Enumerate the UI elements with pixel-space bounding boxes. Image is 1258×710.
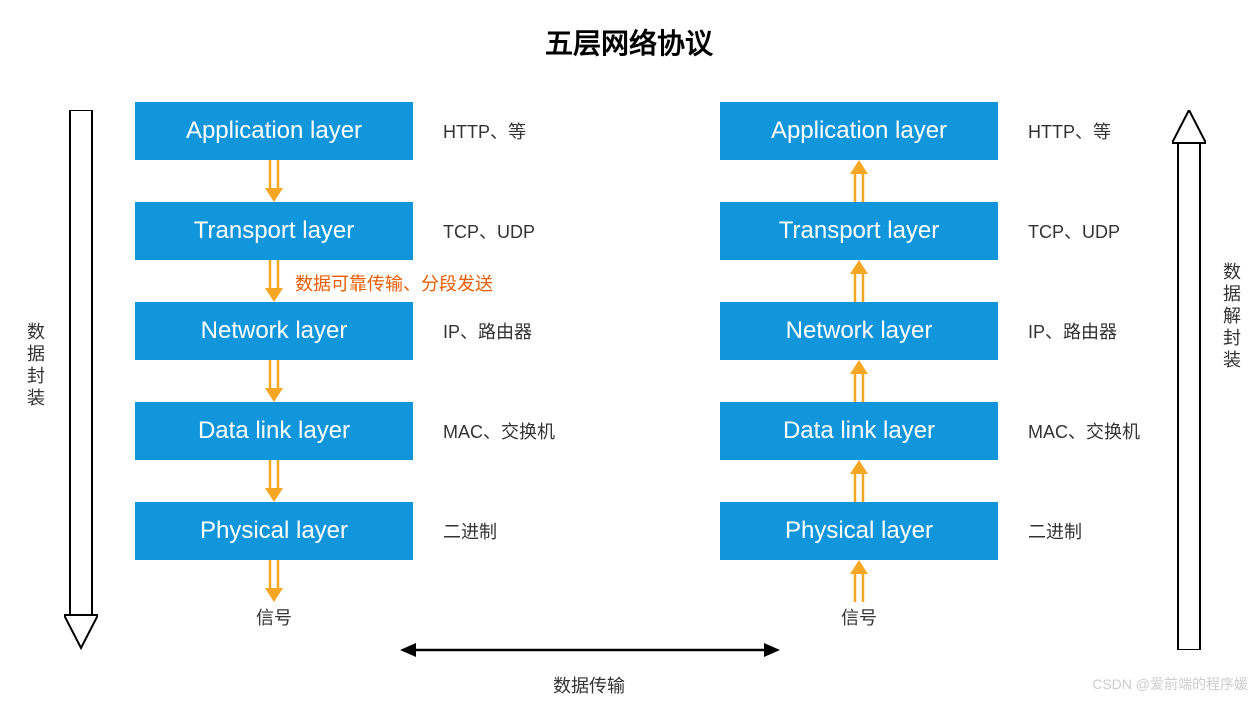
transmission-arrow bbox=[400, 640, 780, 665]
layer-desc: 二进制 bbox=[443, 518, 497, 544]
arrow-down bbox=[135, 360, 413, 402]
layer-box-physical: Physical layer bbox=[135, 502, 413, 560]
arrow-up bbox=[720, 260, 998, 302]
layer-desc: MAC、交换机 bbox=[443, 418, 555, 444]
decapsulation-label: 数据解封装 bbox=[1218, 262, 1244, 372]
layer-desc: TCP、UDP bbox=[1028, 218, 1120, 244]
transport-annotation: 数据可靠传输、分段发送 bbox=[295, 270, 493, 296]
transmission-label: 数据传输 bbox=[553, 672, 625, 698]
arrow-up bbox=[720, 160, 998, 202]
layer-desc: 二进制 bbox=[1028, 518, 1082, 544]
arrow-down: 数据可靠传输、分段发送 bbox=[135, 260, 413, 302]
layer-desc: IP、路由器 bbox=[1028, 318, 1117, 344]
layer-desc: TCP、UDP bbox=[443, 218, 535, 244]
signal-label-left: 信号 bbox=[135, 604, 413, 630]
encapsulation-arrow bbox=[64, 110, 98, 655]
layer-box-datalink: Data link layer bbox=[135, 402, 413, 460]
left-stack: Application layer HTTP、等 Transport layer… bbox=[135, 102, 555, 630]
layer-box-application: Application layer bbox=[720, 102, 998, 160]
diagram-content: 数据封装 数据解封装 Application layer HTTP、等 Tran… bbox=[0, 62, 1258, 702]
layer-box-datalink: Data link layer bbox=[720, 402, 998, 460]
layer-box-transport: Transport layer bbox=[720, 202, 998, 260]
arrow-up bbox=[720, 460, 998, 502]
signal-label-right: 信号 bbox=[720, 604, 998, 630]
arrow-down bbox=[135, 160, 413, 202]
arrow-up bbox=[720, 560, 998, 602]
layer-desc: MAC、交换机 bbox=[1028, 418, 1140, 444]
layer-box-network: Network layer bbox=[135, 302, 413, 360]
layer-desc: HTTP、等 bbox=[1028, 118, 1111, 144]
layer-box-transport: Transport layer bbox=[135, 202, 413, 260]
layer-desc: IP、路由器 bbox=[443, 318, 532, 344]
decapsulation-arrow bbox=[1172, 110, 1206, 655]
right-stack: Application layer HTTP、等 Transport layer… bbox=[720, 102, 1140, 630]
watermark: CSDN @爱前端的程序媛 bbox=[1092, 674, 1248, 694]
arrow-down bbox=[135, 560, 413, 602]
arrow-down bbox=[135, 460, 413, 502]
layer-desc: HTTP、等 bbox=[443, 118, 526, 144]
layer-box-physical: Physical layer bbox=[720, 502, 998, 560]
layer-box-application: Application layer bbox=[135, 102, 413, 160]
arrow-up bbox=[720, 360, 998, 402]
page-title: 五层网络协议 bbox=[0, 0, 1258, 62]
layer-box-network: Network layer bbox=[720, 302, 998, 360]
encapsulation-label: 数据封装 bbox=[22, 322, 48, 410]
